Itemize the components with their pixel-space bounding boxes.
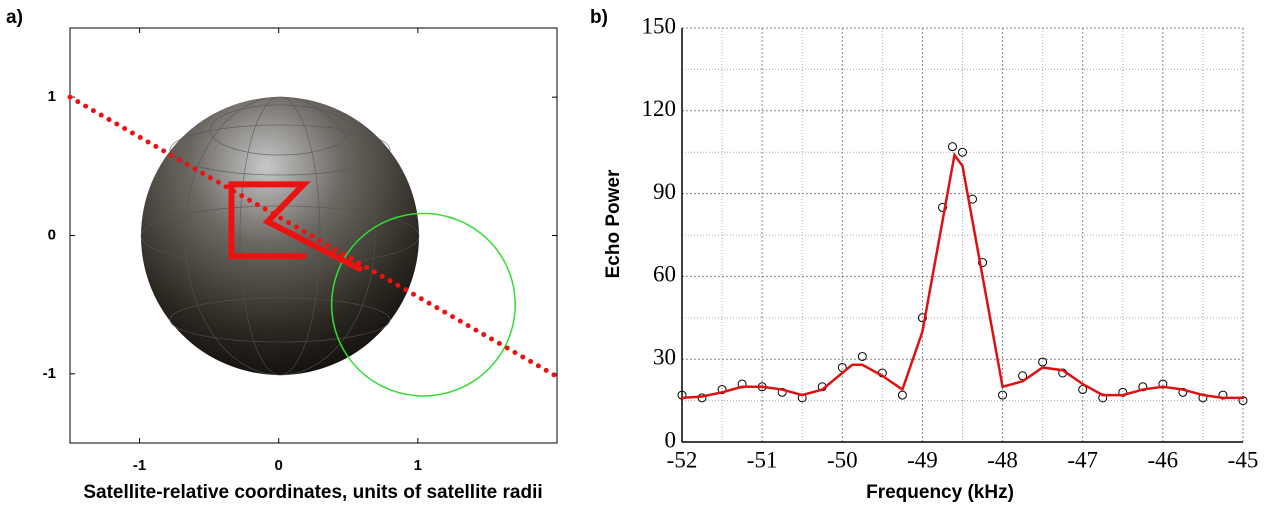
sphere (140, 96, 420, 376)
x-tick-label: 1 (414, 457, 422, 474)
line (228, 181, 363, 272)
y-axis-label: Echo Power (603, 169, 624, 278)
data-point (937, 202, 947, 212)
y-tick-label: 0 (665, 427, 677, 452)
panel-label: b) (590, 7, 608, 28)
x-axis-label: Satellite-relative coordinates, units of… (83, 482, 542, 503)
y-tick-label: 60 (653, 262, 676, 287)
x-tick-label: -50 (827, 447, 858, 472)
x-tick-label: -1 (133, 457, 146, 474)
data-point (958, 147, 967, 157)
x-axis-label: Frequency (kHz) (866, 482, 1014, 503)
x-tick-label: 0 (275, 457, 283, 474)
x-tick-label: -49 (907, 447, 938, 472)
x-tick-label: -45 (1228, 447, 1259, 472)
x-tick-label: -46 (1148, 447, 1179, 472)
y-tick-label: 90 (653, 179, 676, 204)
data-point (947, 142, 957, 152)
x-tick-label: -52 (667, 447, 698, 472)
x-tick-label: -51 (747, 447, 778, 472)
data-point (1078, 385, 1088, 395)
data-point (897, 390, 907, 400)
circle (330, 212, 517, 397)
x-tick-label: -48 (987, 447, 1018, 472)
data-point (1038, 357, 1048, 367)
data-point (1018, 371, 1028, 381)
y-tick-label: 30 (653, 344, 676, 369)
y-tick-label: 150 (642, 13, 677, 38)
line (680, 151, 1245, 400)
y-tick-label: -1 (43, 365, 56, 382)
y-tick-label: 120 (642, 96, 677, 121)
data-point (917, 313, 927, 323)
y-tick-label: 0 (48, 226, 56, 243)
data-point (998, 390, 1008, 400)
x-tick-label: -47 (1067, 447, 1098, 472)
data-point (978, 258, 988, 268)
data-point (857, 351, 867, 361)
y-tick-label: 1 (48, 88, 56, 105)
plot-frame (69, 27, 558, 444)
line (67, 94, 560, 380)
panel-label: a) (6, 7, 23, 28)
